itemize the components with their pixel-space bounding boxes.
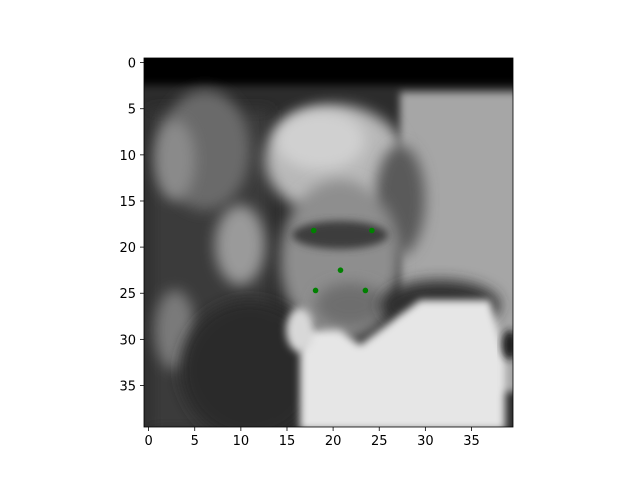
y-tick-label: 35 xyxy=(119,379,136,394)
x-axis: 0 5 10 15 20 25 30 35 xyxy=(144,427,480,449)
x-tick-label: 15 xyxy=(279,434,296,449)
y-tick-label: 15 xyxy=(119,195,136,210)
landmark-point xyxy=(337,267,344,273)
landmark-points xyxy=(310,227,375,294)
y-tick-label: 5 xyxy=(128,103,136,118)
y-tick-label: 25 xyxy=(119,287,136,302)
y-tick-label: 0 xyxy=(128,57,136,72)
x-tick-label: 35 xyxy=(463,434,480,449)
x-tick-label: 20 xyxy=(325,434,342,449)
landmark-point xyxy=(310,227,317,234)
landmark-point xyxy=(362,287,369,294)
x-tick-label: 30 xyxy=(417,434,434,449)
x-tick-label: 0 xyxy=(144,434,152,449)
background-image xyxy=(144,58,513,427)
x-tick-label: 10 xyxy=(233,434,250,449)
x-tick-label: 25 xyxy=(371,434,388,449)
landmark-point xyxy=(369,227,375,234)
y-tick-label: 10 xyxy=(119,149,136,164)
x-tick-label: 5 xyxy=(191,434,199,449)
y-tick-label: 20 xyxy=(119,241,136,256)
landmark-point xyxy=(312,287,319,294)
y-axis: 0 5 10 15 20 25 30 35 xyxy=(119,57,144,394)
plot-frame xyxy=(143,57,514,428)
y-tick-label: 30 xyxy=(119,333,136,348)
